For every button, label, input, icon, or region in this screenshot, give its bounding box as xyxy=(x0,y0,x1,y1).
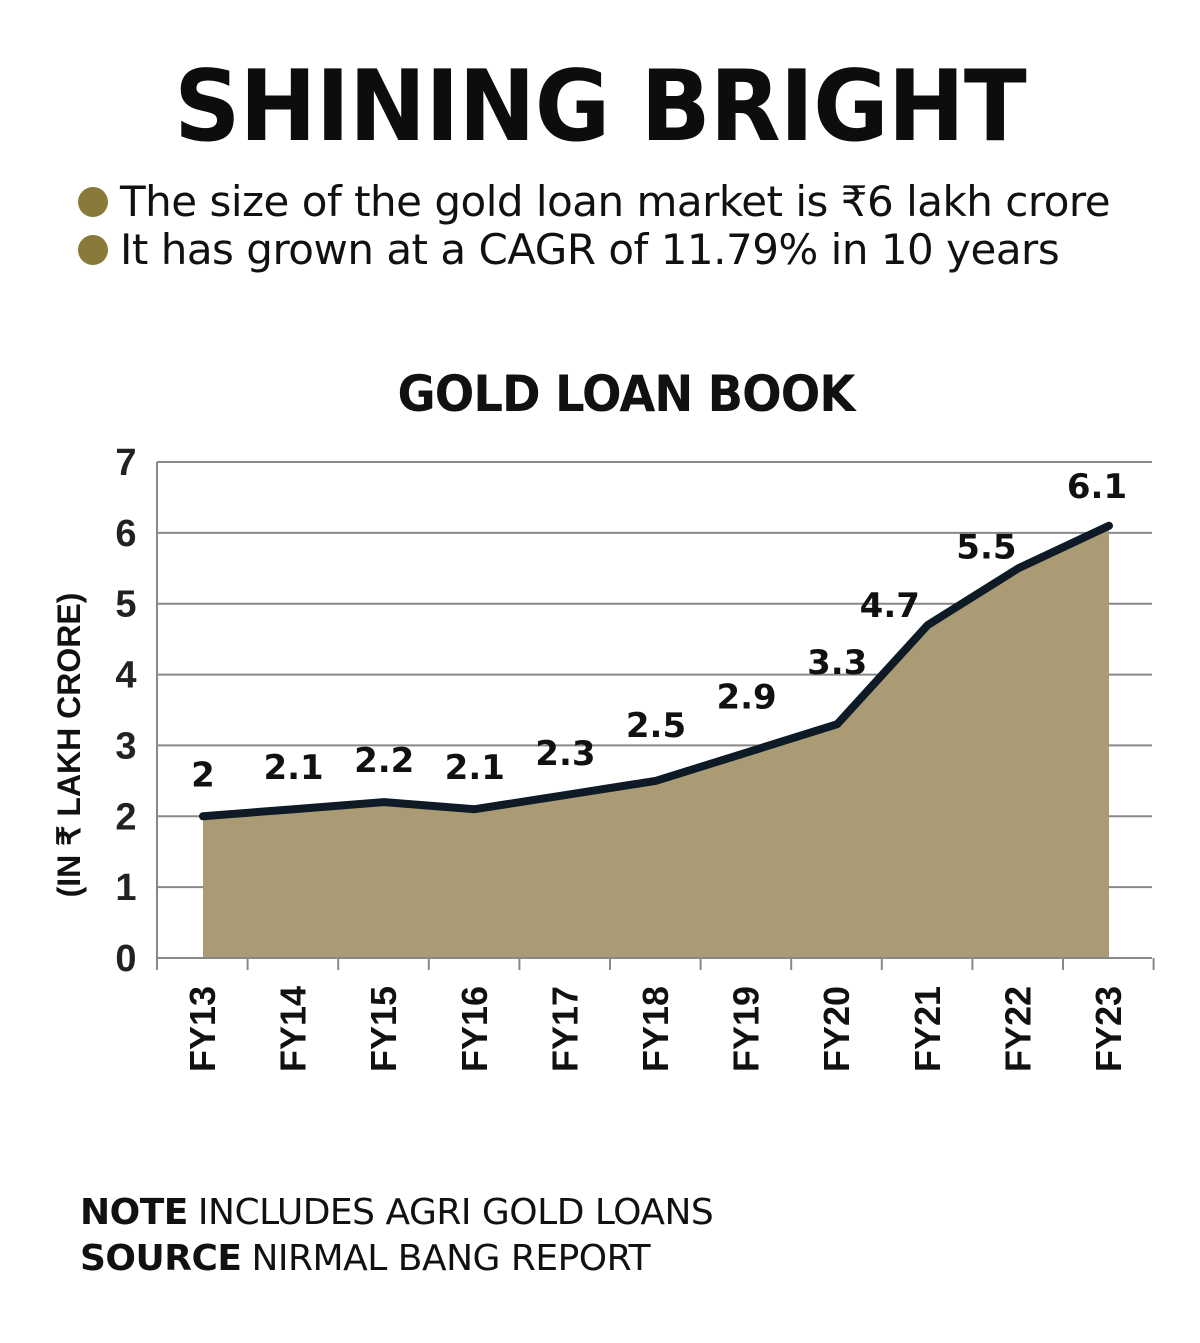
bullet-dot-icon xyxy=(78,187,108,217)
y-tick-label: 5 xyxy=(115,584,136,626)
data-label: 2.3 xyxy=(535,734,595,774)
data-label: 3.3 xyxy=(807,643,867,683)
data-label: 6.1 xyxy=(1067,467,1127,507)
bullet-dot-icon xyxy=(78,235,108,265)
source-line: SOURCE NIRMAL BANG REPORT xyxy=(80,1236,713,1282)
x-tick-label: FY22 xyxy=(997,986,1038,1072)
key-facts: The size of the gold loan market is ₹6 l… xyxy=(78,177,1111,274)
y-tick-labels: 0 1 2 3 4 5 6 7 xyxy=(115,442,136,980)
source-label: SOURCE xyxy=(80,1238,242,1279)
note-line: NOTE INCLUDES AGRI GOLD LOANS xyxy=(80,1190,714,1236)
x-tick-label: FY17 xyxy=(544,986,585,1072)
y-tick-label: 2 xyxy=(115,796,136,838)
key-fact: The size of the gold loan market is ₹6 l… xyxy=(78,177,1111,226)
y-tick-label: 6 xyxy=(115,513,136,555)
key-fact-text: It has grown at a CAGR of 11.79% in 10 y… xyxy=(120,225,1060,274)
key-fact-text: The size of the gold loan market is ₹6 l… xyxy=(120,177,1111,226)
note-text: INCLUDES AGRI GOLD LOANS xyxy=(197,1192,714,1233)
x-tick-label: FY23 xyxy=(1088,986,1129,1072)
data-label: 2.1 xyxy=(445,748,505,788)
x-tick-label: FY20 xyxy=(816,986,857,1072)
x-tick-label: FY14 xyxy=(273,986,314,1072)
data-label: 2.1 xyxy=(263,748,323,788)
x-tick-labels: FY13 FY14 FY15 FY16 FY17 FY18 FY19 FY20 FY21 FY22… xyxy=(182,986,1129,1072)
data-label: 2.9 xyxy=(716,678,776,718)
key-fact: It has grown at a CAGR of 11.79% in 10 y… xyxy=(78,226,1110,274)
headline: SHINING BRIGHT xyxy=(174,50,1027,164)
area-layer xyxy=(199,521,1113,958)
area-fill xyxy=(203,525,1109,958)
y-tick-label: 4 xyxy=(115,655,136,697)
x-tick-label: FY13 xyxy=(182,986,223,1072)
y-tick-label: 3 xyxy=(115,725,136,767)
footer: NOTE INCLUDES AGRI GOLD LOANS SOURCE NIRMA… xyxy=(80,1190,714,1282)
x-tick-label: FY21 xyxy=(907,986,948,1072)
data-label: 2 xyxy=(191,755,215,795)
source-text: NIRMAL BANG REPORT xyxy=(251,1238,651,1279)
x-tick-label: FY19 xyxy=(726,986,767,1072)
gold-loan-chart: 0 1 2 3 4 5 6 7 FY13 FY14 FY15 FY16 FY17 FY18 FY19 FY2… xyxy=(51,442,1155,1072)
chart-title: GOLD LOAN BOOK xyxy=(397,365,856,423)
x-tick-label: FY18 xyxy=(635,986,676,1072)
y-tick-label: 1 xyxy=(115,867,136,909)
y-tick-label: 0 xyxy=(115,938,136,980)
data-label: 5.5 xyxy=(956,527,1016,567)
y-axis-label: (IN ₹ LAKH CRORE) xyxy=(51,593,87,898)
x-tick-label: FY15 xyxy=(363,986,404,1072)
data-label: 2.2 xyxy=(354,741,414,781)
data-label: 4.7 xyxy=(860,586,920,626)
data-labels: 2 2.1 2.2 2.1 2.3 2.5 2.9 3.3 4.7 5.5 6.1 xyxy=(191,467,1127,796)
axes xyxy=(156,462,1155,970)
note-label: NOTE xyxy=(80,1192,188,1233)
data-label: 2.5 xyxy=(626,706,686,746)
y-tick-label: 7 xyxy=(115,442,136,484)
series-line xyxy=(199,521,1113,821)
x-tick-label: FY16 xyxy=(454,986,495,1072)
